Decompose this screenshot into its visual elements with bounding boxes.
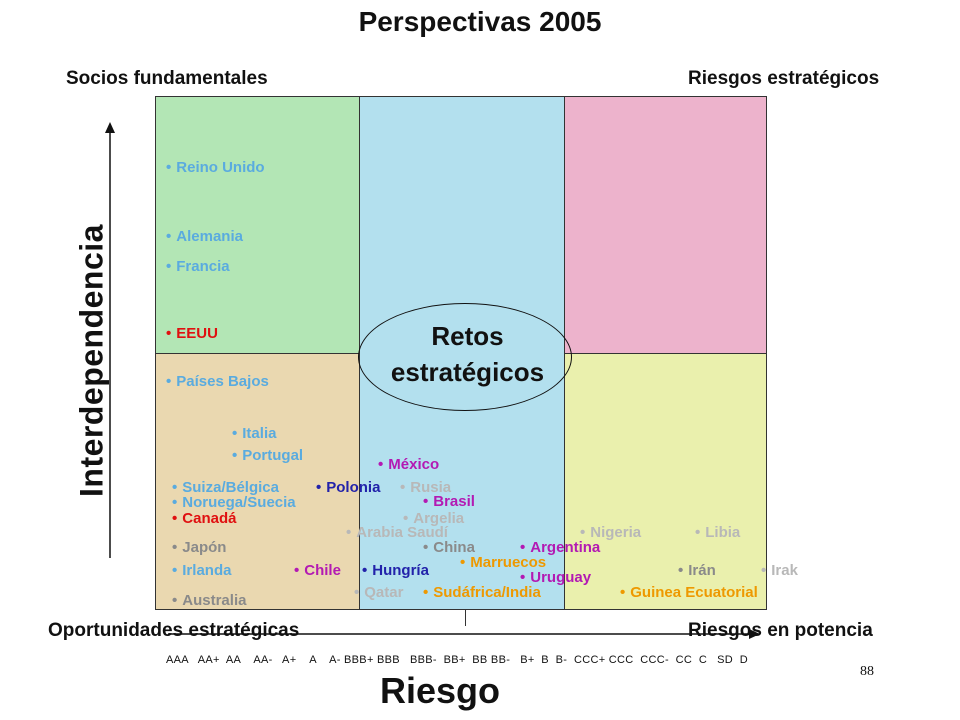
center-tick [465, 610, 466, 626]
x-axis-label: Riesgo [380, 670, 501, 711]
country-rusia: • Rusia [400, 479, 452, 496]
corner-label-bottom-right: Riesgos en potencia [688, 620, 873, 641]
country-canada: • Canadá [172, 510, 237, 527]
country-irlanda: • Irlanda [172, 562, 232, 579]
country-mexico: • México [378, 456, 440, 473]
country-guinea-ecuatorial: • Guinea Ecuatorial [620, 584, 758, 601]
country-francia: • Francia [166, 258, 230, 275]
rating-scale: AAA AA+ AA AA- A+ A A- BBB+ BBB BBB- BB+… [166, 654, 748, 666]
country-alemania: • Alemania [166, 228, 243, 245]
country-nigeria: • Nigeria [580, 524, 642, 541]
center-ellipse [358, 303, 572, 411]
center-label-line2: estratégicos [390, 357, 545, 387]
country-uruguay: • Uruguay [520, 569, 592, 586]
country-suiza-belgica: • Suiza/Bélgica [172, 479, 279, 496]
corner-label-top-left: Socios fundamentales [66, 68, 268, 89]
center-label-line1: Retos [431, 321, 504, 351]
country-qatar: • Qatar [354, 584, 404, 601]
y-axis-arrowhead [105, 122, 115, 133]
country-arabia-saudi: • Arabia Saudí [346, 524, 448, 541]
y-axis-label: Interdependencia [73, 224, 110, 497]
country-eeuu: • EEUU [166, 325, 218, 342]
country-irak: • Irak [761, 562, 798, 579]
country-reino-unido: • Reino Unido [166, 159, 265, 176]
page-title: Perspectivas 2005 [358, 6, 602, 37]
quadrant-green [155, 96, 360, 354]
country-china: • China [423, 539, 475, 556]
country-portugal: • Portugal [232, 447, 304, 464]
country-libia: • Libia [695, 524, 741, 541]
corner-label-bottom-left: Oportunidades estratégicas [48, 620, 300, 641]
country-noruega-suecia: • Noruega/Suecia [172, 494, 296, 511]
country-hungria: • Hungría [362, 562, 429, 579]
country-brasil: • Brasil [423, 493, 475, 510]
country-sudafrica-india: • Sudáfrica/India [423, 584, 541, 601]
country-japon: • Japón [172, 539, 227, 556]
country-argelia: • Argelia [403, 510, 465, 527]
center-label: Retos estratégicos [355, 318, 580, 390]
corner-label-top-right: Riesgos estratégicos [688, 68, 880, 89]
country-paises-bajos: • Países Bajos [166, 373, 269, 390]
country-italia: • Italia [232, 425, 277, 442]
quadrant-yellow [564, 353, 767, 610]
country-argentina: • Argentina [520, 539, 601, 556]
country-polonia: • Polonia [316, 479, 381, 496]
page-number: 88 [860, 664, 874, 679]
country-chile: • Chile [294, 562, 341, 579]
country-iran: • Irán [678, 562, 716, 579]
country-marruecos: • Marruecos [460, 554, 547, 571]
quadrant-pink [564, 96, 767, 354]
x-axis-arrowhead [749, 629, 760, 639]
country-australia: • Australia [172, 592, 247, 609]
